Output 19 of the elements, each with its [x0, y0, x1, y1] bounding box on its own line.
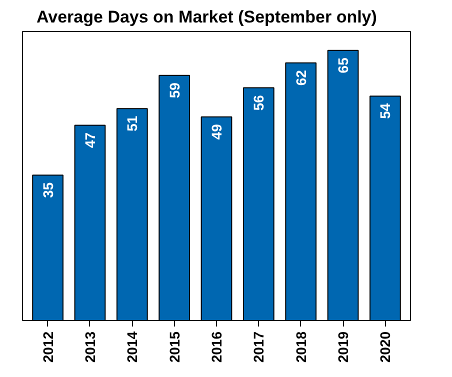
data-label: 65	[335, 57, 352, 74]
data-label: 59	[166, 82, 182, 98]
x-tick-label: 2019	[335, 331, 352, 363]
data-label: 47	[82, 132, 98, 148]
x-tick-label: 2012	[40, 331, 56, 363]
x-tick-label: 2016	[208, 331, 224, 363]
data-label: 56	[250, 94, 267, 111]
x-tick-label: 2015	[166, 331, 182, 363]
data-label: 49	[208, 124, 224, 140]
x-tick-label: 2018	[292, 331, 309, 363]
x-tick-label: 2020	[377, 331, 394, 363]
x-tick-label: 2014	[124, 331, 140, 363]
data-label: 62	[292, 70, 309, 86]
x-tick-label: 2013	[82, 331, 98, 363]
data-label: 54	[377, 103, 394, 119]
data-label: 51	[124, 116, 140, 132]
chart-title: Average Days on Market (September only)	[36, 8, 377, 26]
data-label: 35	[40, 182, 56, 198]
x-tick-label: 2017	[250, 331, 267, 363]
